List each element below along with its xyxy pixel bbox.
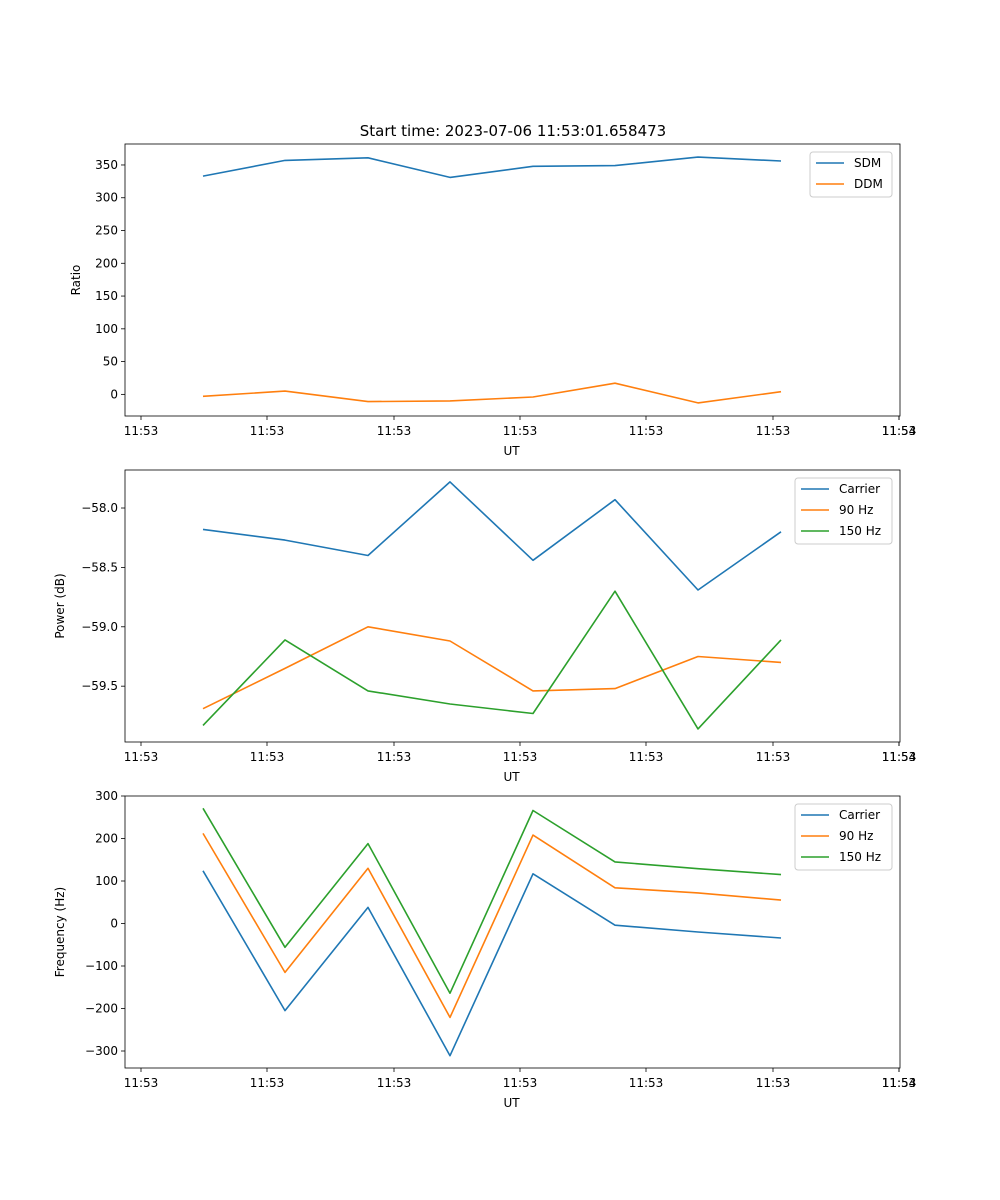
y-axis-label: Frequency (Hz) <box>53 887 67 978</box>
y-tick-label: 350 <box>95 158 118 172</box>
y-tick-label: 0 <box>110 387 118 401</box>
y-tick-label: 200 <box>95 256 118 270</box>
y-tick-label: 300 <box>95 789 118 803</box>
x-tick-label: 11:53 <box>377 750 412 764</box>
x-tick-label: 11:53 <box>756 424 791 438</box>
x-tick-label: 11:53 <box>124 750 159 764</box>
y-tick-label: −59.0 <box>81 620 118 634</box>
y-tick-label: 150 <box>95 289 118 303</box>
legend-label: 150 Hz <box>839 850 881 864</box>
y-axis-label: Power (dB) <box>53 573 67 638</box>
legend-label: SDM <box>854 156 881 170</box>
x-tick-label: 11:53 <box>124 1076 159 1090</box>
x-tick-label: 11:54 <box>882 750 917 764</box>
y-tick-label: 100 <box>95 874 118 888</box>
y-tick-label: 300 <box>95 191 118 205</box>
y-tick-label: 50 <box>103 355 118 369</box>
y-axis-label: Ratio <box>69 265 83 296</box>
x-tick-label: 11:53 <box>503 424 538 438</box>
series-line-150-hz <box>202 807 782 995</box>
subplot-3: 11:53 11:53 11:53 11:53 11:53 11:53 11:5311:54… <box>53 789 916 1110</box>
y-tick-label: 100 <box>95 322 118 336</box>
x-tick-label: 11:53 <box>629 424 664 438</box>
x-tick-label: 11:53 <box>250 424 285 438</box>
legend-label: Carrier <box>839 808 880 822</box>
series-line-carrier <box>202 481 782 591</box>
x-tick-label: 11:53 <box>882 750 917 764</box>
series-line-sdm <box>202 156 782 179</box>
legend: Carrier 90 Hz 150 Hz <box>794 803 893 871</box>
x-tick-label: 11:53 <box>124 424 159 438</box>
x-tick-label: 11:53 <box>503 750 538 764</box>
y-tick-label: −58.0 <box>81 501 118 515</box>
x-tick-label: 11:54 <box>882 1076 917 1090</box>
y-tick-label: −100 <box>85 959 118 973</box>
x-tick-label: 11:53 <box>377 424 412 438</box>
y-tick-label: −200 <box>85 1002 118 1016</box>
legend-label: DDM <box>854 177 883 191</box>
x-tick-label: 11:53 <box>629 1076 664 1090</box>
legend-label: Carrier <box>839 482 880 496</box>
series-line-90-hz <box>202 625 782 710</box>
series-line-150-hz <box>202 590 782 730</box>
x-axis-label: UT <box>503 444 520 458</box>
y-tick-label: 0 <box>110 917 118 931</box>
x-tick-label: 11:53 <box>629 750 664 764</box>
series-line-carrier <box>202 870 782 1057</box>
x-axis-label: UT <box>503 1096 520 1110</box>
axes-frame <box>124 143 901 417</box>
x-tick-label: 11:53 <box>250 1076 285 1090</box>
y-tick-label: 250 <box>95 224 118 238</box>
y-tick-label: −300 <box>85 1044 118 1058</box>
legend-label: 150 Hz <box>839 524 881 538</box>
axes-frame <box>124 795 901 1069</box>
figure-title: Start time: 2023-07-06 11:53:01.658473 <box>360 122 666 140</box>
legend: Carrier 90 Hz 150 Hz <box>794 477 893 545</box>
x-tick-label: 11:53 <box>250 750 285 764</box>
x-tick-label: 11:53 <box>756 1076 791 1090</box>
y-tick-label: −58.5 <box>81 560 118 574</box>
x-axis-label: UT <box>503 770 520 784</box>
y-tick-label: −59.5 <box>81 679 118 693</box>
series-line-ddm <box>202 382 782 404</box>
subplot-1: 11:53 11:53 11:53 11:53 11:53 11:53 11:5311:54… <box>69 143 917 458</box>
axes-frame <box>124 469 901 743</box>
x-tick-label: 11:53 <box>377 1076 412 1090</box>
legend: SDM DDM <box>809 151 893 198</box>
y-tick-label: 200 <box>95 832 118 846</box>
x-tick-label: 11:54 <box>882 424 917 438</box>
legend-label: 90 Hz <box>839 829 873 843</box>
x-tick-label: 11:53 <box>882 424 917 438</box>
legend-box <box>794 803 893 871</box>
series-line-90-hz <box>202 832 782 1019</box>
x-tick-label: 11:53 <box>503 1076 538 1090</box>
legend-box <box>794 477 893 545</box>
x-tick-label: 11:53 <box>882 1076 917 1090</box>
x-tick-label: 11:53 <box>756 750 791 764</box>
subplot-2: 11:53 11:53 11:53 11:53 11:53 11:53 11:5311:54… <box>53 469 917 784</box>
legend-label: 90 Hz <box>839 503 873 517</box>
